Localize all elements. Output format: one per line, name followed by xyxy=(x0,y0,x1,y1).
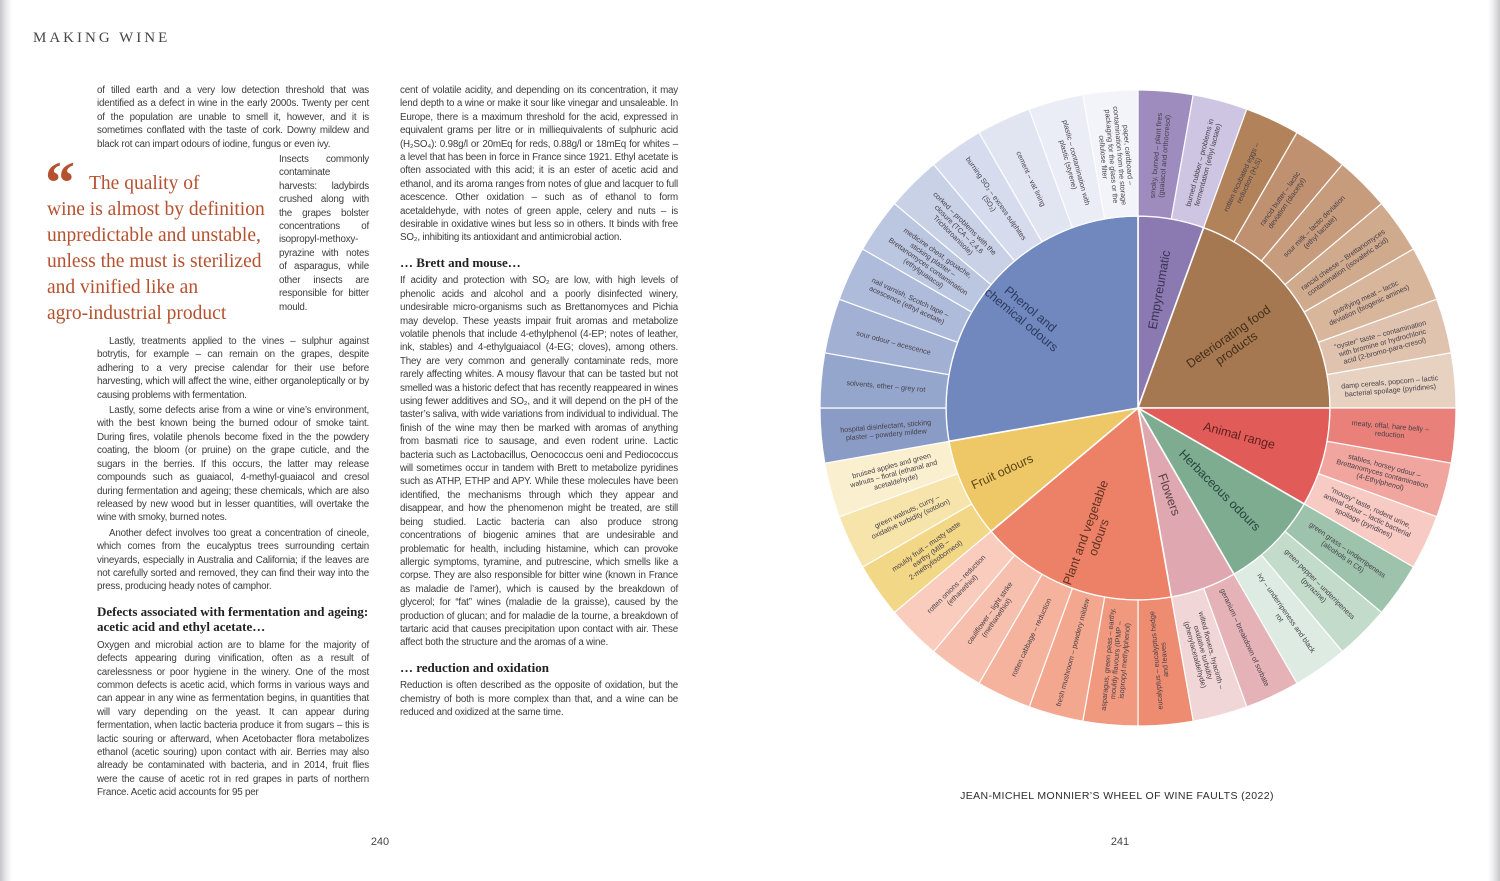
body-paragraph: If acidity and protection with SO₂ are l… xyxy=(400,275,679,649)
body-paragraph: Another defect involves too great a conc… xyxy=(97,527,369,593)
wheel-segment-label: paper, cardboard –contamination from the… xyxy=(1095,105,1137,207)
page-edge-right xyxy=(1488,0,1500,881)
section-heading: … Brett and mouse… xyxy=(400,254,521,270)
figure-caption: JEAN-MICHEL MONNIER’S WHEEL OF WINE FAUL… xyxy=(960,790,1274,802)
wheel-svg: smoky, burned – plant fires(guaiacol and… xyxy=(819,89,1457,727)
wheel-segment xyxy=(1082,89,1139,220)
quote-mark-icon: “ xyxy=(45,150,75,217)
page-number-left: 240 xyxy=(370,836,390,848)
pull-quote: “ The quality of wine is almost by defin… xyxy=(45,153,269,327)
page-edge-left xyxy=(0,0,12,881)
running-head: MAKING WINE xyxy=(33,30,171,46)
text-column-2: cent of volatile acidity, and depending … xyxy=(400,84,678,721)
body-paragraph: Oxygen and microbial action are to blame… xyxy=(97,639,369,799)
body-paragraph: of tilled earth and a very low detection… xyxy=(97,85,369,150)
pull-quote-text: The quality of wine is almost by definit… xyxy=(47,173,265,325)
body-paragraph: Insects commonly contaminate harvests: l… xyxy=(279,154,369,313)
body-paragraph: Lastly, some defects arise from a wine o… xyxy=(97,405,369,524)
text-column-1: of tilled earth and a very low detection… xyxy=(45,84,369,802)
wine-faults-wheel: smoky, burned – plant fires(guaiacol and… xyxy=(808,78,1468,738)
section-heading: … reduction and oxidation xyxy=(400,659,549,675)
body-paragraph: cent of volatile acidity, and depending … xyxy=(400,85,678,244)
page-number-right: 241 xyxy=(1110,836,1130,848)
section-heading: Defects associated with fermentation and… xyxy=(97,603,369,635)
body-paragraph: Lastly, treatments applied to the vines … xyxy=(97,336,369,401)
body-paragraph: Reduction is often described as the oppo… xyxy=(400,680,678,719)
